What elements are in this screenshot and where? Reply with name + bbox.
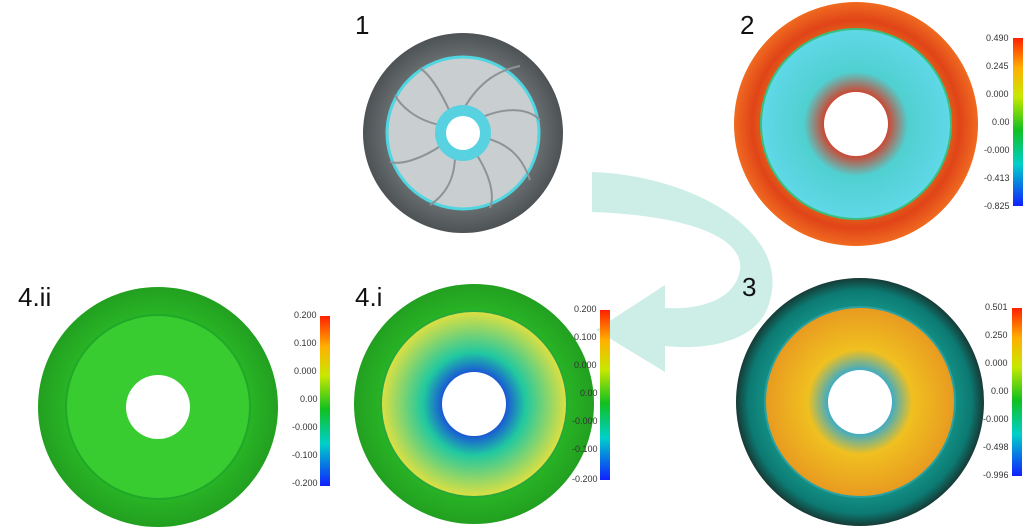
scale4ii-tick: -0.200 <box>292 478 318 488</box>
scale3-tick: 0.501 <box>985 302 1008 312</box>
panel-label-4ii: 4.ii <box>18 282 52 312</box>
scale3-tick: 0.250 <box>985 330 1008 340</box>
scale3-tick: -0.996 <box>983 470 1009 480</box>
scale4i-tick: -0.100 <box>572 444 598 454</box>
scale4i-tick: 0.000 <box>574 360 597 370</box>
scale2-tick: -0.825 <box>984 201 1010 211</box>
panel-label-1: 1 <box>355 10 370 40</box>
scale3-tick: -0.498 <box>983 442 1009 452</box>
scale4ii-tick: 0.200 <box>294 310 317 320</box>
scale4i-tick: 0.100 <box>574 332 597 342</box>
scale2-tick: -0.413 <box>984 173 1010 183</box>
deviation-map-3 <box>736 278 984 526</box>
scale3-tick: -0.000 <box>983 414 1009 424</box>
color-scale-bar-4ii <box>320 316 330 486</box>
scale4i-tick: 0.00 <box>580 388 598 398</box>
scale2-tick: 0.245 <box>986 61 1009 71</box>
panel-label-3: 3 <box>742 272 757 302</box>
scale3-tick: 0.000 <box>985 358 1008 368</box>
deviation-map-2 <box>734 2 978 246</box>
deviation-map-4i <box>354 284 594 524</box>
impeller-model-1 <box>363 33 563 233</box>
scale4ii-tick: 0.000 <box>294 366 317 376</box>
scale2-tick: 0.490 <box>986 33 1009 43</box>
scale4i-tick: 0.200 <box>574 304 597 314</box>
scale4ii-tick: 0.00 <box>300 394 318 404</box>
scale4i-tick: -0.200 <box>572 474 598 484</box>
color-scale-bar-3 <box>1012 308 1022 476</box>
color-scale-bar-2 <box>1013 38 1023 206</box>
panel-label-4i: 4.i <box>355 282 383 312</box>
scale4ii-tick: -0.100 <box>292 450 318 460</box>
scale2-tick: 0.000 <box>986 89 1009 99</box>
scale2-tick: 0.00 <box>992 117 1010 127</box>
deviation-map-4ii <box>38 287 278 527</box>
scale4i-tick: -0.000 <box>572 416 598 426</box>
flow-arrow <box>592 172 773 372</box>
scale2-tick: -0.000 <box>984 145 1010 155</box>
scale4ii-tick: 0.100 <box>294 338 317 348</box>
scale4ii-tick: -0.000 <box>292 422 318 432</box>
panel-label-2: 2 <box>740 10 755 40</box>
color-scale-bar-4i <box>600 310 610 480</box>
scale3-tick: 0.00 <box>991 386 1009 396</box>
